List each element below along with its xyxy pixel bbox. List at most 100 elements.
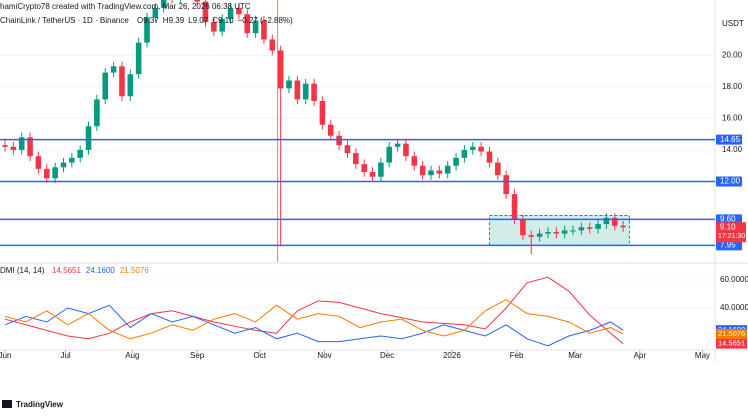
candle-body <box>236 7 242 15</box>
candle-body <box>361 164 367 173</box>
candle-body <box>394 143 401 147</box>
candle-body <box>127 74 134 97</box>
x-tick-label: Sep <box>190 351 205 360</box>
candle-body <box>386 146 393 163</box>
candle-body <box>344 145 351 154</box>
y2-tick-label: 40.0000 <box>720 303 748 312</box>
candle-body <box>252 20 259 34</box>
price-pane <box>0 0 715 262</box>
header: hamiCrypto78 created with TradingView.co… <box>0 2 251 11</box>
candle-body <box>436 170 443 174</box>
candle-body <box>135 42 142 75</box>
candle-body <box>603 217 610 225</box>
logo-icon <box>2 400 12 408</box>
x-tick-label: Apr <box>634 351 647 360</box>
candle-body <box>444 165 451 174</box>
y-tick-label: 16.00 <box>722 113 743 122</box>
candle-body <box>286 80 292 89</box>
candle-body <box>578 227 585 231</box>
candle-body <box>144 17 150 43</box>
candle-body <box>486 151 493 163</box>
level-label: 14.65 <box>720 135 741 144</box>
value-tag <box>716 338 747 349</box>
candle-body <box>60 162 67 168</box>
y-tick-label: 20.00 <box>722 50 743 59</box>
ohlc-field: O9.37 <box>137 16 159 25</box>
candle-body <box>152 7 159 18</box>
last-price-tag <box>716 222 746 243</box>
candle-body <box>503 175 509 195</box>
candle-body <box>511 194 518 220</box>
candle-body <box>261 20 267 40</box>
value-tag-label: 14.5651 <box>718 339 745 348</box>
last-price: 9.10 <box>720 222 736 231</box>
candle-body <box>520 219 526 236</box>
candle-body <box>327 124 334 136</box>
ohlc-values: O9.37 H9.39 L9.07 C9.10 −0.27 (−2.88%) <box>137 16 293 25</box>
dmi-line <box>4 304 624 347</box>
candle-body <box>227 7 234 19</box>
candle-body <box>2 145 8 147</box>
candle-body <box>453 157 459 166</box>
x-tick-label: Oct <box>254 351 267 360</box>
level-tag <box>716 176 742 187</box>
candle-body <box>353 153 359 165</box>
indicator-name: DMI (14, 14) <box>0 266 45 275</box>
candle-body <box>10 146 17 150</box>
candle-body <box>428 170 434 176</box>
level-label: 9.60 <box>720 214 736 223</box>
candle-body <box>52 167 58 179</box>
candle-body <box>202 1 209 23</box>
candle-body <box>561 230 568 234</box>
candle-body <box>369 172 376 177</box>
candle-body <box>595 224 601 229</box>
candle-body <box>119 66 125 97</box>
candle-body <box>211 22 217 32</box>
value-tag <box>716 328 747 339</box>
dmi-line <box>4 276 624 344</box>
symbol: ChainLink / TetherUS · 1D · Binance <box>0 16 129 25</box>
candle-body <box>110 66 117 73</box>
legend-value: 24.1600 <box>86 266 115 275</box>
dmi-line <box>4 298 624 340</box>
candle-body <box>403 143 409 157</box>
candle-body <box>336 135 342 146</box>
brand: TradingView <box>16 400 64 409</box>
candle-body <box>18 137 25 150</box>
candle-body <box>244 14 251 34</box>
level-label: 12.00 <box>720 177 741 186</box>
ohlc-field: H9.39 <box>163 16 185 25</box>
candle-body <box>378 162 384 177</box>
level-tag <box>716 240 742 251</box>
candle-body <box>611 217 618 226</box>
x-tick-label: Jun <box>0 351 11 360</box>
candle-body <box>478 146 484 152</box>
candle-body <box>528 235 535 237</box>
logo: TradingView <box>2 400 64 409</box>
ohlc-field: −0.27 (−2.88%) <box>238 16 293 25</box>
legend-value: 14.5651 <box>52 266 81 275</box>
x-tick-label: Feb <box>510 351 524 360</box>
candle-body <box>553 232 560 234</box>
x-tick-label: Dec <box>380 351 394 360</box>
candle-body <box>620 225 626 228</box>
candle-body <box>570 230 576 232</box>
x-tick-label: Nov <box>317 351 331 360</box>
candle-body <box>277 50 284 89</box>
level-tag <box>716 214 742 225</box>
candle-body <box>469 146 476 150</box>
level-label: 7.95 <box>720 241 736 250</box>
y-tick-label: 14.00 <box>722 145 743 154</box>
candle-body <box>94 99 100 127</box>
candle-body <box>160 0 167 8</box>
candle-body <box>319 101 326 125</box>
legend-value: 21.5076 <box>120 266 149 275</box>
axes: Jun Jul Aug Sep Oct Nov Dec 2026 Feb Mar Apr May 14.… <box>0 50 748 360</box>
level-tag <box>716 134 742 145</box>
candle-body <box>43 168 50 179</box>
candle-body <box>294 80 301 100</box>
candle-body <box>35 156 42 169</box>
candle-body <box>77 149 83 158</box>
candle-body <box>194 0 200 2</box>
